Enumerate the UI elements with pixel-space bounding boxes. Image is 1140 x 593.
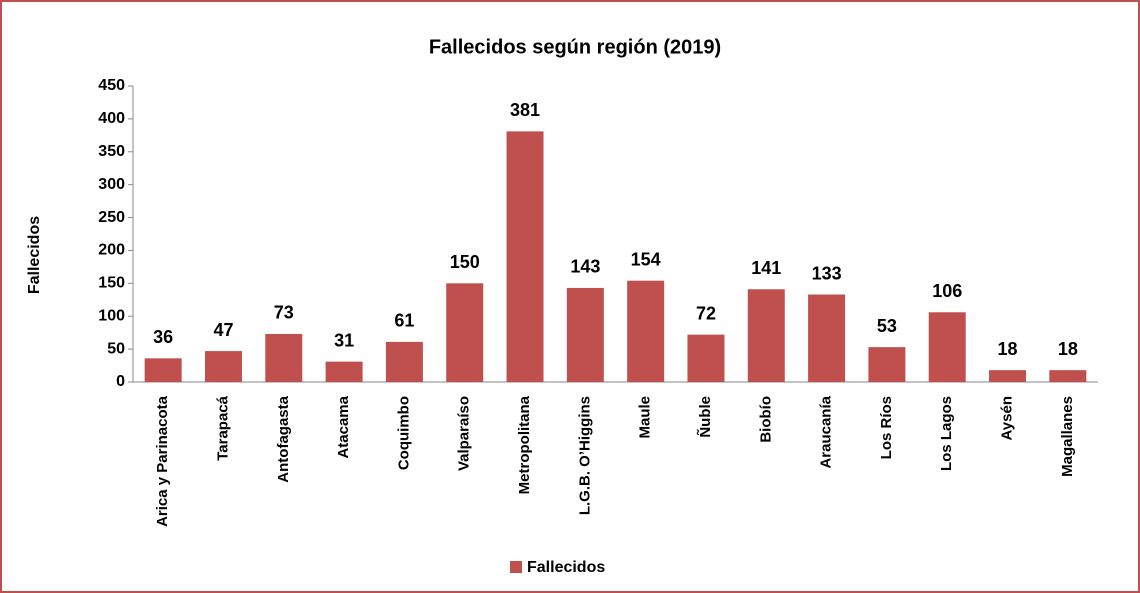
value-label: 141 [751,258,781,278]
bar [1049,370,1087,382]
bar [325,361,363,382]
value-label: 31 [334,330,354,350]
y-axis-label: Fallecidos [26,216,43,294]
bar [989,370,1027,382]
legend-label: Fallecidos [527,559,605,576]
x-tick-label: Ñuble [696,396,714,438]
x-tick-label: Los Ríos [878,396,895,459]
value-label: 61 [394,311,414,331]
value-label: 133 [812,263,842,283]
bar [627,280,665,382]
y-tick-label: 200 [98,242,125,259]
x-tick-label: Coquimbo [395,396,412,470]
y-tick-label: 50 [107,340,125,357]
bar [446,283,484,382]
bar [566,287,604,382]
value-label: 73 [274,303,294,323]
y-tick-label: 400 [98,110,125,127]
y-tick-label: 300 [98,176,125,193]
bar [928,312,966,382]
x-tick-label: Valparaíso [456,396,473,471]
y-tick-label: 100 [98,307,125,324]
y-tick-label: 0 [116,373,125,390]
value-label: 154 [631,249,661,269]
value-label: 53 [877,316,897,336]
value-label: 18 [1058,339,1078,359]
x-tick-label: Magallanes [1059,396,1076,477]
value-label: 106 [932,281,962,301]
bar [506,131,544,382]
value-label: 150 [450,252,480,272]
bar [868,347,906,382]
chart-title: Fallecidos según región (2019) [429,36,721,58]
bar [265,333,303,382]
value-label: 381 [510,100,540,120]
x-tick-label: Antofagasta [275,395,292,482]
bar [747,289,785,382]
y-tick-label: 250 [98,209,125,226]
bar [204,351,242,382]
legend-swatch [510,561,522,573]
value-label: 18 [998,339,1018,359]
value-label: 47 [213,320,233,340]
value-label: 72 [696,303,716,323]
x-tick-label: Biobío [757,396,774,443]
x-tick-label: Aysén [999,396,1016,440]
x-tick-label: Arica y Parinacota [154,395,171,527]
x-tick-label: Tarapacá [214,395,231,460]
y-tick-label: 350 [98,143,125,160]
y-tick-label: 450 [98,77,125,94]
y-tick-label: 150 [98,275,125,292]
x-tick-label: Maule [637,396,654,439]
x-tick-label: L.G.B. O’Higgins [576,396,593,515]
x-tick-label: Los Lagos [938,396,955,471]
bar [808,294,846,382]
x-tick-label: Atacama [335,395,352,458]
bar [385,341,423,382]
x-tick-label: Metropolitana [516,395,533,494]
bar [687,334,725,382]
value-label: 143 [570,257,600,277]
x-tick-label: Araucanía [818,395,835,468]
bar [144,358,182,382]
value-label: 36 [153,327,173,347]
